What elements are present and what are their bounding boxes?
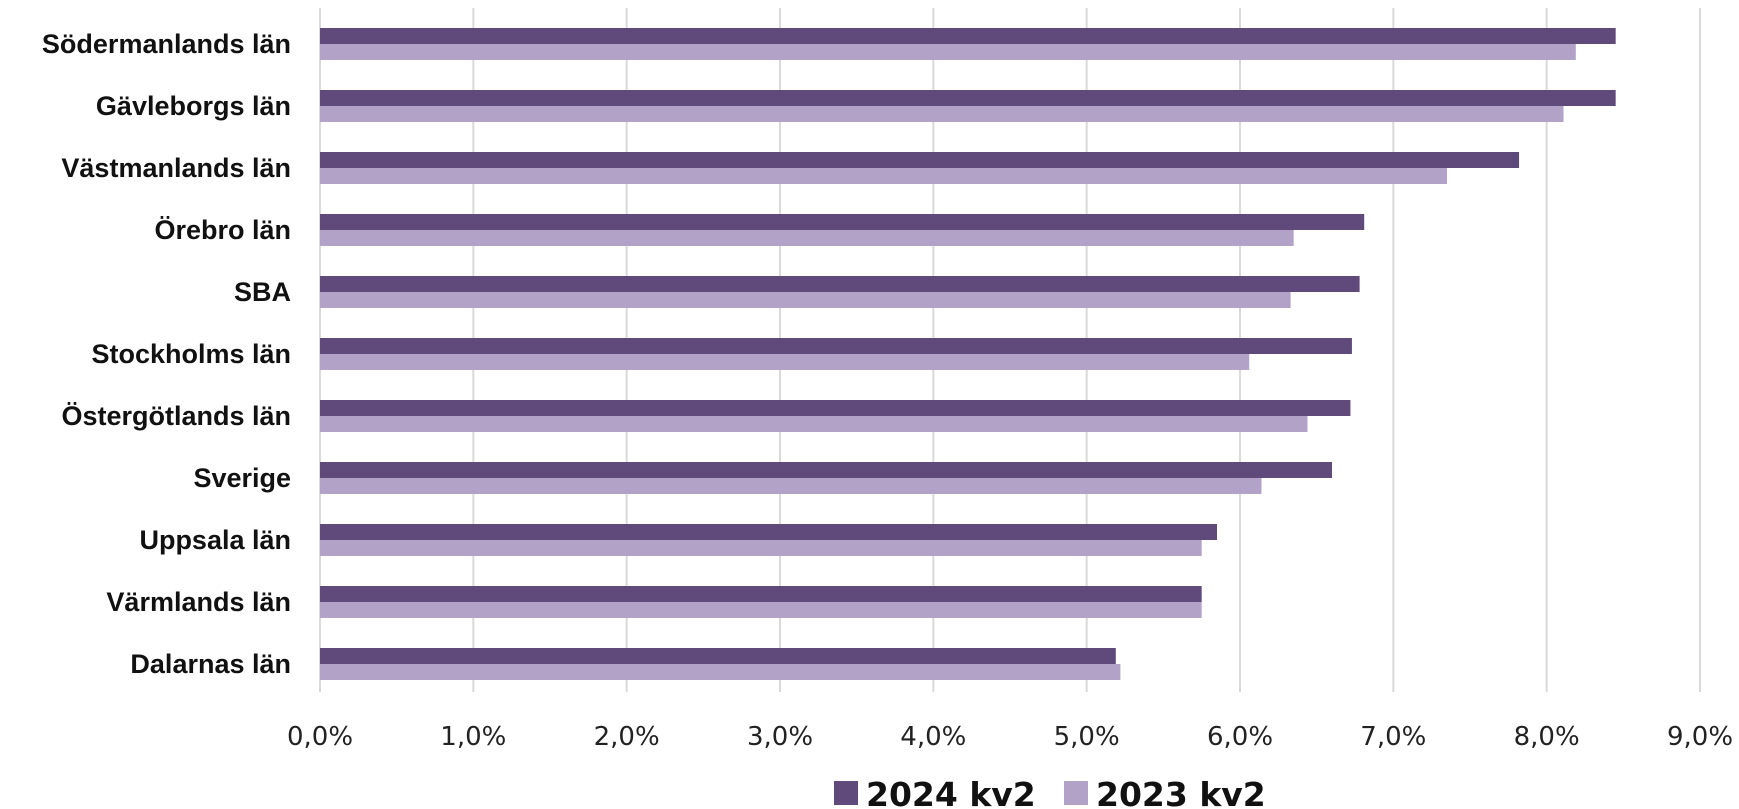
category-label: Värmlands län <box>106 587 291 617</box>
bar-2024-kv2 <box>320 586 1202 602</box>
x-tick-label: 1,0% <box>440 722 506 752</box>
category-label: SBA <box>234 277 291 307</box>
bar-2023-kv2 <box>320 230 1294 246</box>
legend-label-2024-kv2: 2024 kv2 <box>866 775 1036 809</box>
bar-2023-kv2 <box>320 106 1564 122</box>
bar-2024-kv2 <box>320 648 1116 664</box>
x-tick-label: 8,0% <box>1514 722 1580 752</box>
x-tick-label: 6,0% <box>1207 722 1273 752</box>
category-label: Västmanlands län <box>61 153 291 183</box>
bar-2023-kv2 <box>320 540 1202 556</box>
x-tick-label: 5,0% <box>1054 722 1120 752</box>
category-label: Uppsala län <box>139 525 291 555</box>
bar-2024-kv2 <box>320 152 1520 168</box>
legend-swatch-2023-kv2 <box>1064 781 1088 805</box>
x-axis-tick-labels: 0,0% 1,0% 2,0% 3,0% 4,0% 5,0% 6,0% 7,0% 8,0% 9,0% <box>287 722 1733 752</box>
bar-2024-kv2 <box>320 524 1217 540</box>
bar-2024-kv2 <box>320 276 1360 292</box>
bar-2023-kv2 <box>320 44 1576 60</box>
x-tick-label: 7,0% <box>1360 722 1426 752</box>
category-label: Stockholms län <box>91 339 291 369</box>
category-label: Östergötlands län <box>61 401 291 431</box>
category-label: Dalarnas län <box>130 649 291 679</box>
category-label: Sverige <box>193 463 291 493</box>
bar-2024-kv2 <box>320 90 1616 106</box>
bar-2023-kv2 <box>320 416 1308 432</box>
bar-2023-kv2 <box>320 664 1121 680</box>
category-label: Södermanlands län <box>42 29 291 59</box>
category-label: Örebro län <box>154 215 291 245</box>
x-tick-label: 0,0% <box>287 722 353 752</box>
x-tick-label: 3,0% <box>747 722 813 752</box>
x-tick-label: 4,0% <box>900 722 966 752</box>
legend: 2024 kv2 2023 kv2 <box>834 775 1266 809</box>
bar-2023-kv2 <box>320 602 1202 618</box>
bar-2024-kv2 <box>320 28 1616 44</box>
bar-2023-kv2 <box>320 354 1250 370</box>
legend-label-2023-kv2: 2023 kv2 <box>1096 775 1266 809</box>
bar-2023-kv2 <box>320 292 1291 308</box>
bars <box>320 28 1616 680</box>
bar-2023-kv2 <box>320 478 1262 494</box>
category-label: Gävleborgs län <box>96 91 291 121</box>
bar-2024-kv2 <box>320 462 1332 478</box>
x-tick-label: 9,0% <box>1667 722 1733 752</box>
x-tick-label: 2,0% <box>594 722 660 752</box>
legend-swatch-2024-kv2 <box>834 781 858 805</box>
bar-2024-kv2 <box>320 338 1352 354</box>
bar-2023-kv2 <box>320 168 1447 184</box>
bar-2024-kv2 <box>320 214 1365 230</box>
bar-2024-kv2 <box>320 400 1351 416</box>
category-labels: Södermanlands län Gävleborgs län Västmanla… <box>42 29 291 679</box>
